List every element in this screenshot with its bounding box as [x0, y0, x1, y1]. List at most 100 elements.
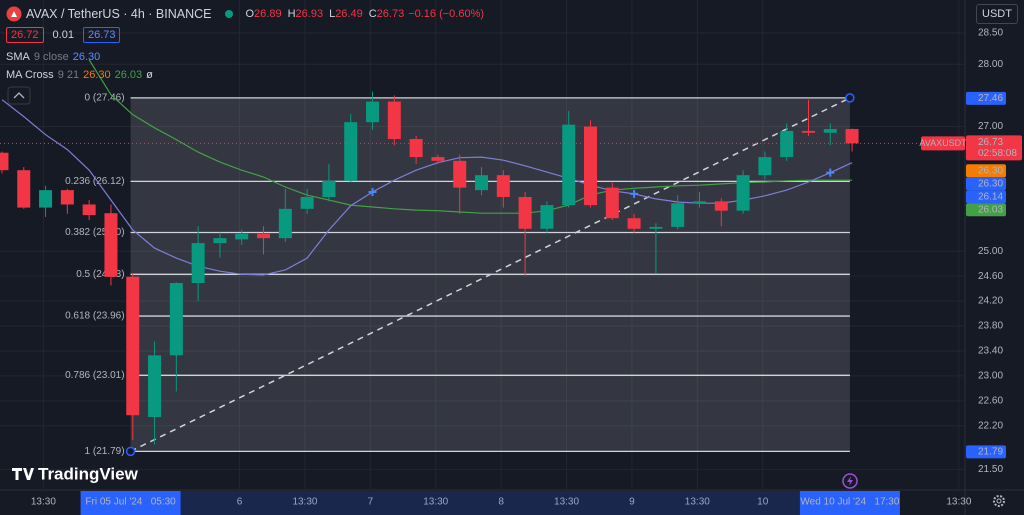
ma-cross-params: 9 21: [57, 69, 80, 81]
candle-body: [584, 126, 598, 206]
y-tick-label: 23.40: [978, 346, 1003, 357]
x-tick-label: 13:30: [946, 497, 971, 508]
alert-icon: [842, 473, 858, 489]
candle-body: [191, 243, 205, 284]
candle-body: [780, 130, 794, 158]
sma-line: [1, 99, 853, 276]
price-label: 27.46: [978, 93, 1003, 104]
price-label-bg: [966, 445, 1006, 459]
fib-retracement: 0 (27.46) 0.236 (26.12) 0.382 (25.30) 0.5 (…: [65, 93, 855, 457]
x-tick-label: 13:30: [685, 497, 710, 508]
ohlc-label: C: [368, 8, 377, 20]
symbol-icon: [6, 6, 22, 22]
candle-body: [60, 190, 74, 205]
fib-label: 0.382 (25.30): [65, 227, 125, 238]
time-highlight: Wed 10 Jul '24 17:30: [800, 497, 899, 508]
ohlc-value: 26.89: [254, 8, 282, 20]
y-tick-label: 24.60: [978, 271, 1003, 282]
x-tick-label: 10: [757, 497, 769, 508]
price-label-bg: [966, 177, 1006, 191]
ask-button[interactable]: 26.73: [82, 27, 121, 43]
ma-cross-name: MA Cross: [6, 69, 54, 81]
candle-body: [0, 152, 9, 171]
sma-params: 9 close: [33, 51, 69, 63]
price-label: 21.79: [978, 446, 1003, 457]
trend-line: [130, 97, 851, 453]
collapse-legend[interactable]: [7, 86, 31, 105]
candle-body: [431, 157, 445, 161]
y-tick-label: 23.80: [978, 321, 1003, 332]
candle-body: [235, 233, 249, 240]
sma-name: SMA: [6, 51, 30, 63]
price-label: 26.30: [978, 165, 1003, 176]
symbol-tag-bg: [921, 136, 965, 151]
x-tick-label: 13:30: [554, 497, 579, 508]
price-label-bg: [966, 190, 1006, 204]
candle-body: [17, 170, 31, 208]
ma-slow-line: [88, 59, 853, 214]
header: AVAX / TetherUS · 4h · BINANCE O26.89 H26…: [6, 6, 484, 22]
axes: 21.50 22.20 22.60 23.00 23.40 23.80 24.20 24.60…: [0, 28, 1022, 515]
y-tick-label: 28.00: [978, 59, 1003, 70]
candle-body: [126, 276, 140, 416]
brand-logo: TradingView: [12, 464, 139, 483]
candle-body: [845, 129, 859, 144]
candle-body: [605, 187, 619, 219]
settings-icon[interactable]: [993, 495, 1005, 507]
candle-body: [496, 175, 510, 197]
y-tick-label: 25.00: [978, 246, 1003, 257]
symbol-tag: AVAXUSDT: [919, 138, 967, 148]
x-tick-label: 8: [498, 497, 504, 508]
ohlc: O26.89 H26.93 L26.49 C26.73: [245, 8, 404, 20]
brand-name: TradingView: [38, 464, 139, 483]
x-tick-label: 13:30: [31, 497, 56, 508]
time-highlight-bg: [799, 491, 900, 515]
candle-body: [278, 208, 292, 239]
candle-body: [649, 226, 663, 229]
y-tick-label: 22.20: [978, 420, 1003, 431]
candle-body: [300, 196, 314, 209]
spread: 0.01: [52, 29, 74, 41]
change: −0.16 (−0.60%): [408, 8, 485, 20]
candle-body: [801, 130, 815, 133]
fib-label: 0.5 (24.63): [76, 269, 124, 280]
x-tick-label: 13:30: [292, 497, 317, 508]
price-label-bg: [966, 203, 1006, 217]
currency-select[interactable]: USDT: [976, 4, 1018, 24]
y-tick-label: 22.60: [978, 395, 1003, 406]
y-tick-label: 21.50: [978, 464, 1003, 475]
price-label: 26.14: [978, 191, 1003, 202]
candle-body: [322, 180, 336, 197]
fib-label: 1 (21.79): [85, 446, 125, 457]
x-tick-label: 7: [368, 497, 374, 508]
candle-body: [82, 204, 96, 216]
y-tick-label: 24.20: [978, 296, 1003, 307]
sma-legend: SMA 9 close 26.30: [6, 51, 100, 63]
fib-label: 0 (27.46): [85, 93, 125, 104]
sma-value: 26.30: [72, 51, 101, 63]
cross-marker: [630, 189, 639, 198]
time-highlight-bg: [80, 491, 181, 515]
fib-label: 0.618 (23.96): [65, 311, 125, 322]
candle-body: [823, 129, 837, 133]
trend-anchor: [845, 93, 855, 103]
cross-marker: [826, 168, 835, 177]
price-axis-bg: [965, 0, 1024, 515]
price-label-bg: [966, 91, 1006, 105]
ohlc-value: 26.73: [376, 8, 405, 20]
candles: [0, 91, 859, 445]
bid-button[interactable]: 26.72: [6, 27, 44, 43]
y-tick-label: 23.00: [978, 371, 1003, 382]
ma-slow-value: 26.03: [114, 69, 143, 81]
candle-body: [692, 201, 706, 204]
ohlc-item: L26.49: [329, 8, 363, 20]
candle-body: [518, 196, 532, 229]
indicators: [1, 59, 853, 276]
countdown: 02:58:08: [978, 148, 1017, 159]
fib-label: 0.786 (23.01): [65, 370, 125, 381]
time-highlight: Fri 05 Jul '24 05:30: [85, 497, 176, 508]
last-price-bg: [966, 135, 1022, 161]
candle-body: [104, 213, 118, 277]
